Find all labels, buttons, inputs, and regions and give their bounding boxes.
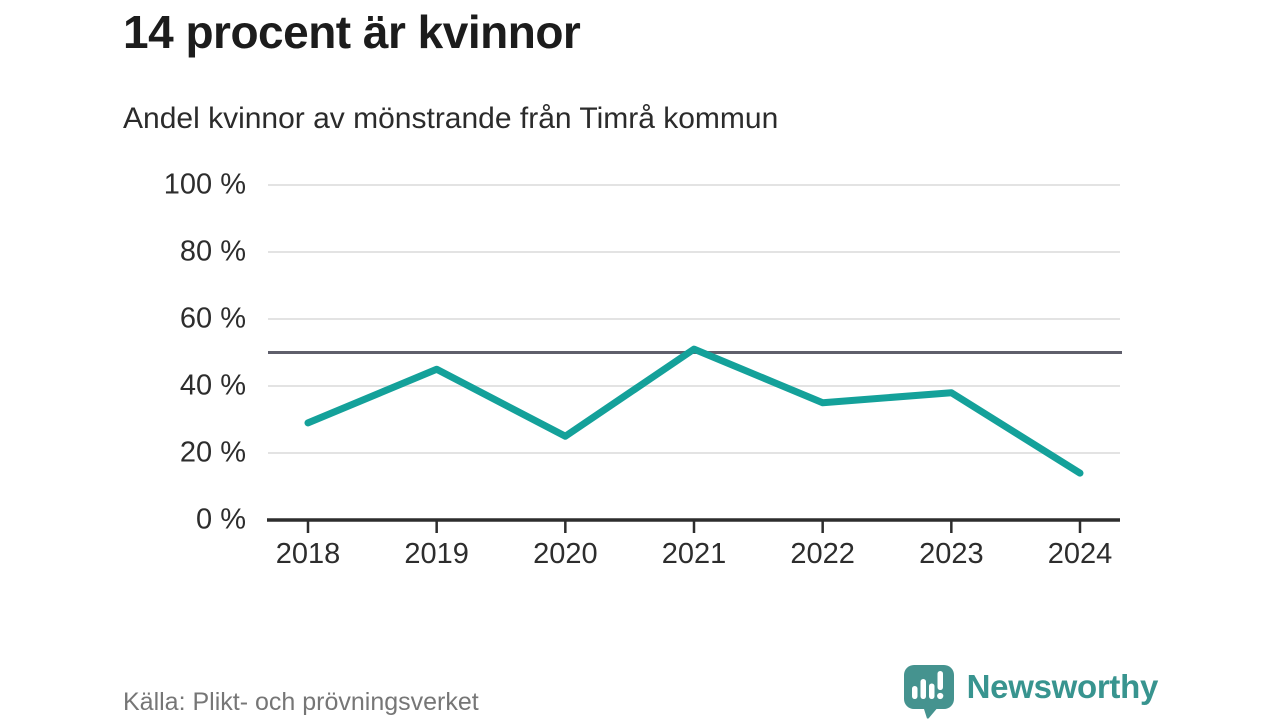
y-axis-label: 20 % bbox=[179, 436, 246, 469]
x-axis-label: 2021 bbox=[661, 538, 727, 570]
brand-lockup: Newsworthy bbox=[901, 662, 1158, 719]
brand-name: Newsworthy bbox=[966, 668, 1159, 705]
y-axis-label: 40 % bbox=[179, 369, 246, 402]
y-axis-label: 100 % bbox=[163, 168, 246, 201]
y-axis-label: 0 % bbox=[196, 503, 246, 536]
chart-title: 14 procent är kvinnor bbox=[123, 6, 581, 58]
x-axis-label: 2018 bbox=[275, 538, 341, 570]
x-axis-label: 2020 bbox=[533, 538, 598, 570]
y-axis-label: 60 % bbox=[179, 302, 246, 335]
x-axis-label: 2024 bbox=[1047, 538, 1113, 570]
trend-line bbox=[304, 345, 1084, 477]
x-axis-label: 2019 bbox=[404, 538, 469, 570]
chart-subtitle: Andel kvinnor av mönstrande från Timrå k… bbox=[123, 102, 779, 135]
x-axis-label: 2022 bbox=[790, 538, 855, 570]
y-axis-label: 80 % bbox=[179, 235, 246, 268]
newsworthy-logo-icon bbox=[903, 665, 954, 719]
source-caption: Källa: Plikt- och prövningsverket bbox=[123, 688, 479, 716]
x-axis-label: 2023 bbox=[919, 538, 984, 570]
